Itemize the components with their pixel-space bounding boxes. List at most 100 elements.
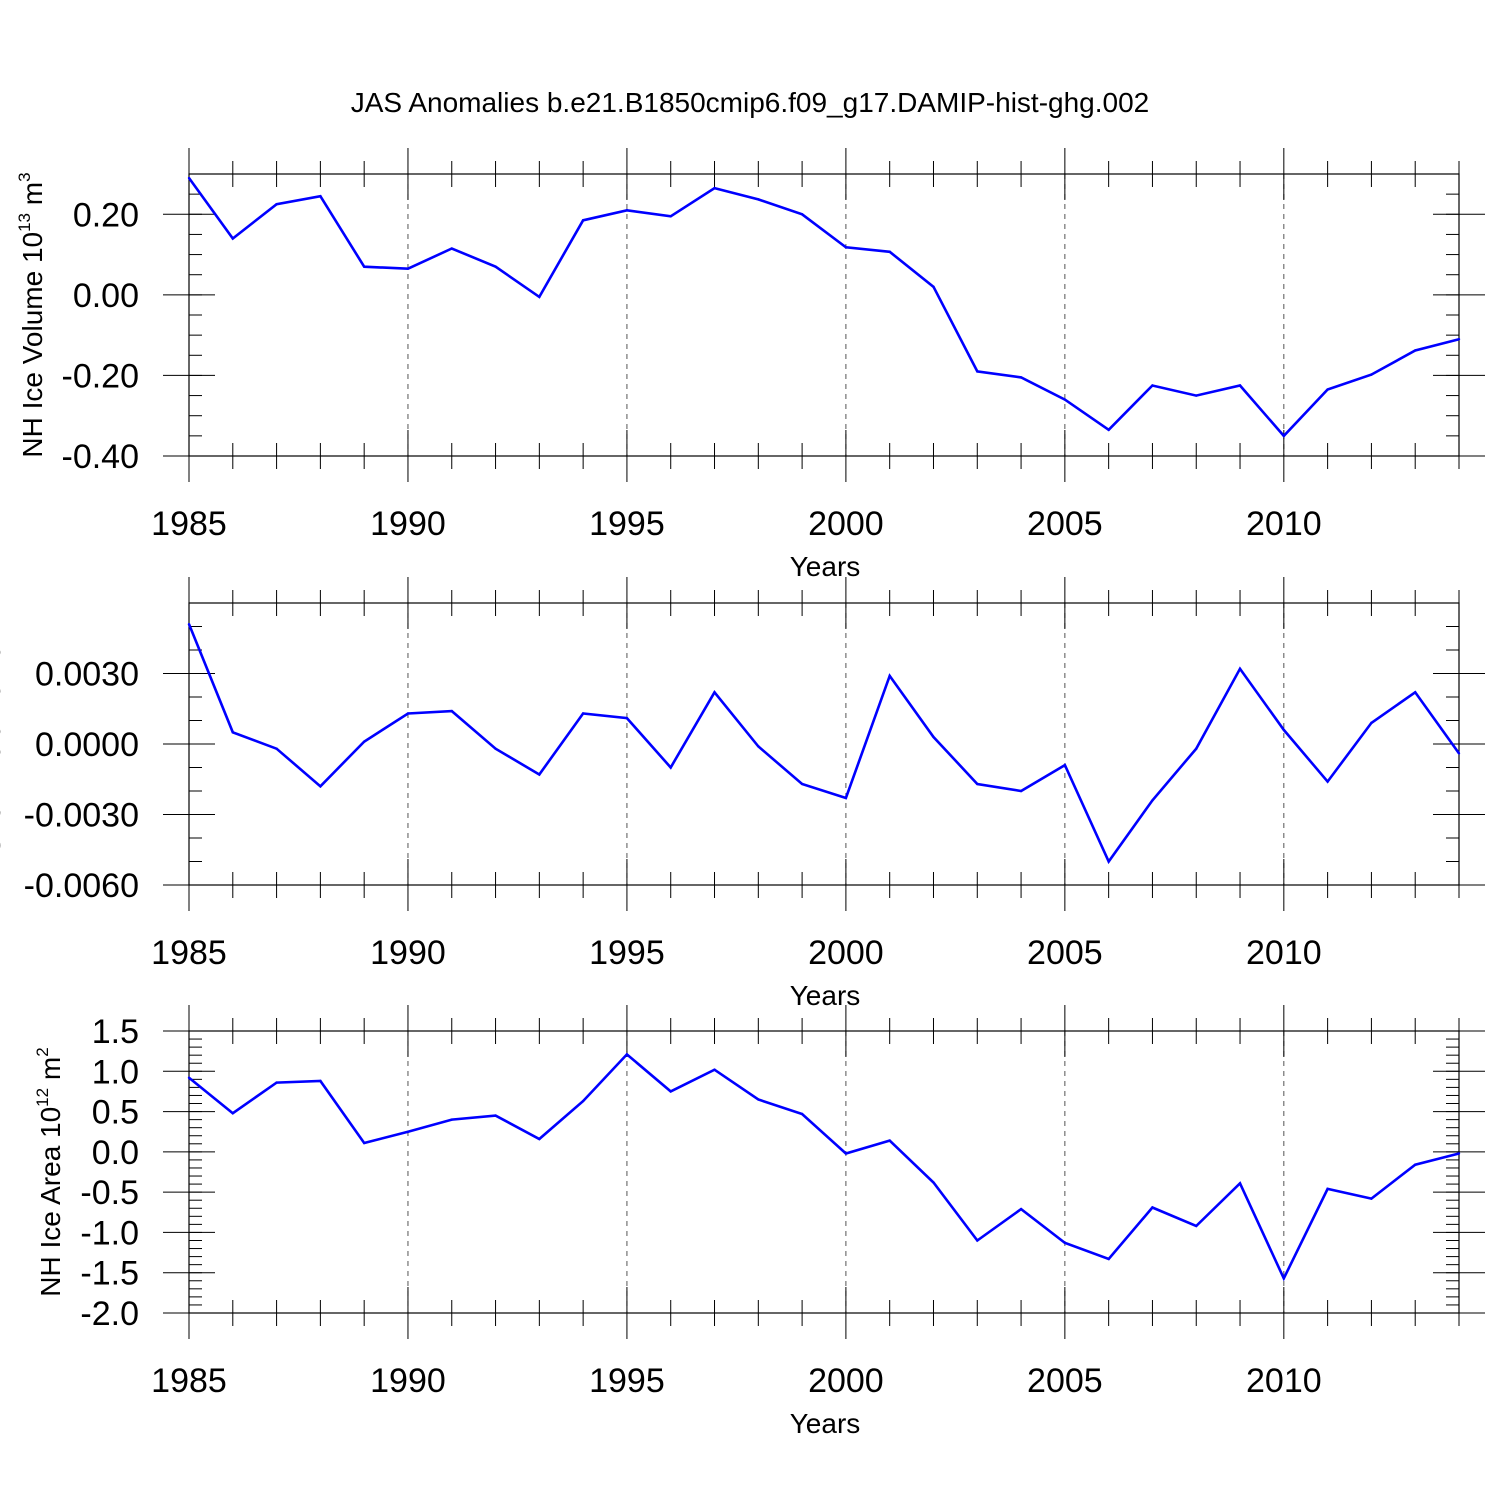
data-point-1994 (581, 1099, 585, 1103)
data-point-2011 (1326, 388, 1329, 391)
data-point-2002 (932, 285, 935, 288)
data-point-1996 (669, 766, 672, 769)
panel-ice-volume: 1985 1990 1995 2000 2005 2010 Years -0.40 -0.20 0… (15, 148, 1485, 582)
y-axis-label: NH Ice Area 1012 m2 (33, 1047, 66, 1296)
data-point-1998 (757, 198, 760, 201)
x-tick-label: 2000 (808, 1362, 884, 1400)
data-point-2012 (1370, 373, 1373, 376)
data-point-1991 (450, 709, 453, 713)
series-line (187, 177, 1460, 438)
data-point-2008 (1195, 1224, 1198, 1228)
data-point-1999 (800, 782, 804, 786)
x-axis-label: Years (790, 551, 861, 582)
data-point-2008 (1195, 394, 1198, 397)
data-point-1996 (669, 1090, 672, 1093)
data-point-2007 (1151, 799, 1154, 802)
x-tick-label: 1990 (370, 505, 446, 543)
data-point-1988 (319, 194, 322, 198)
data-point-2014 (1457, 752, 1461, 755)
data-point-1995 (625, 209, 629, 212)
data-point-2011 (1326, 1187, 1329, 1191)
data-point-2005 (1063, 1241, 1067, 1245)
data-point-1992 (494, 1114, 497, 1117)
data-point-2004 (1019, 789, 1023, 793)
data-point-2006 (1107, 860, 1110, 863)
data-point-2011 (1326, 780, 1329, 783)
data-point-1991 (450, 1118, 453, 1121)
data-point-2000 (844, 796, 848, 800)
data-point-1985 (187, 176, 191, 180)
data-point-1987 (275, 1081, 278, 1084)
data-point-1990 (406, 712, 410, 715)
data-point-2014 (1457, 337, 1461, 341)
x-tick-label: 1990 (370, 1362, 446, 1400)
y-tick-label: -0.5 (80, 1174, 139, 1212)
series-line (188, 1052, 1460, 1282)
data-point-1995 (625, 1053, 629, 1056)
plot-frame (188, 173, 1460, 457)
y-tick-label: -0.0030 (24, 797, 139, 835)
data-point-1987 (275, 203, 278, 206)
data-point-2008 (1195, 747, 1198, 750)
data-point-1997 (713, 186, 716, 190)
x-axis-label: Years (790, 980, 861, 1011)
data-point-2009 (1238, 384, 1242, 387)
data-point-1997 (713, 691, 716, 694)
data-point-2012 (1370, 721, 1373, 725)
y-tick-label: 0.5 (92, 1094, 139, 1132)
y-axis-label: NH Ice Volume 1013 m3 (15, 172, 48, 457)
data-point-1999 (800, 213, 804, 216)
series-line (187, 623, 1461, 865)
data-point-1994 (581, 219, 585, 222)
data-point-1996 (669, 215, 672, 218)
data-point-1987 (275, 747, 278, 750)
x-tick-label: 1995 (589, 934, 665, 972)
data-point-1995 (625, 716, 629, 720)
data-point-2003 (976, 370, 979, 373)
data-point-1986 (231, 731, 234, 734)
data-point-2003 (976, 782, 979, 786)
x-tick-label: 1985 (151, 934, 227, 972)
data-point-2009 (1238, 1182, 1242, 1185)
data-point-2013 (1414, 349, 1417, 352)
data-point-2001 (888, 250, 891, 253)
data-point-1989 (362, 265, 366, 268)
data-point-2003 (976, 1239, 979, 1242)
x-tick-label: 1995 (589, 505, 665, 543)
data-point-1990 (406, 267, 410, 270)
data-point-2014 (1457, 1152, 1461, 1155)
plot-frame (188, 1030, 1460, 1314)
y-tick-label: 0.20 (73, 196, 139, 234)
data-point-2007 (1151, 384, 1154, 387)
data-point-1988 (319, 785, 322, 788)
data-point-2009 (1238, 667, 1242, 670)
y-tick-label: -1.5 (80, 1255, 139, 1293)
data-point-2006 (1107, 1257, 1110, 1261)
data-point-2013 (1414, 691, 1417, 694)
x-tick-label: 2000 (808, 505, 884, 543)
data-point-2004 (1019, 376, 1023, 379)
y-tick-label: 0.00 (73, 277, 139, 315)
x-tick-label: 1985 (151, 1362, 227, 1400)
data-point-2010 (1282, 1277, 1286, 1280)
x-tick-label: 1990 (370, 934, 446, 972)
data-point-2002 (932, 735, 935, 739)
data-point-2001 (888, 674, 891, 678)
data-point-1990 (406, 1130, 410, 1133)
x-tick-label: 1985 (151, 505, 227, 543)
data-point-2000 (844, 246, 848, 249)
panel-snow-volume: 1985 1990 1995 2000 2005 2010 Years -0.0060 -0.0… (0, 577, 1485, 1011)
x-tick-label: 2005 (1027, 1362, 1103, 1400)
y-tick-label: 1.0 (92, 1053, 139, 1091)
data-point-2004 (1019, 1207, 1023, 1211)
x-tick-label: 1995 (589, 1362, 665, 1400)
x-tick-label: 2010 (1246, 505, 1322, 543)
figure-title: JAS Anomalies b.e21.B1850cmip6.f09_g17.D… (351, 87, 1149, 118)
data-point-2005 (1063, 763, 1067, 767)
y-tick-label: -1.0 (80, 1214, 139, 1252)
x-tick-label: 2010 (1246, 934, 1322, 972)
x-tick-label: 2005 (1027, 505, 1103, 543)
data-point-2006 (1107, 428, 1110, 432)
data-point-2010 (1282, 434, 1286, 438)
